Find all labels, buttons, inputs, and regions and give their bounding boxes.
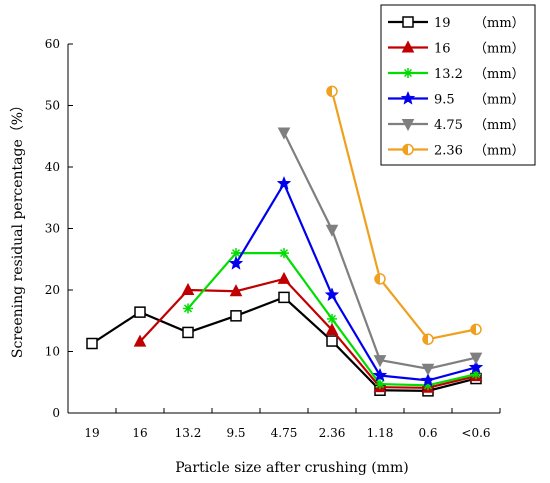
legend-label: 2.36 [434,144,463,159]
data-point [422,333,434,345]
series-line [91,296,477,392]
data-point [231,248,241,259]
data-point [373,355,387,368]
data-point [469,352,483,365]
x-tick-label: 9.5 [226,426,245,440]
legend-item: 16 （mm） [388,40,525,57]
legend-item: 9.5 （mm） [388,90,525,108]
y-tick-label: 40 [45,160,60,174]
legend-label: 13.2 [434,67,463,82]
x-axis-title: Particle size after crushing (mm) [175,460,408,476]
data-point [182,326,194,339]
data-point [183,303,193,314]
y-axis-title: Screening residual percentage（%） [10,98,26,358]
y-tick-label: 20 [45,283,60,297]
y-tick-label: 30 [45,222,60,236]
data-point [468,359,484,374]
legend-label: 19 [434,16,451,31]
data-point [229,284,243,297]
data-point [372,367,388,382]
series-layer [86,85,484,397]
x-tick-label: 19 [84,426,99,440]
x-tick-label: 4.75 [271,426,298,440]
x-tick-label: 2.36 [319,426,346,440]
y-tick-label: 0 [52,406,60,420]
legend-unit: （mm） [474,42,525,57]
series-4.75 [277,127,483,376]
series-13.2 [183,248,481,391]
data-point [324,287,340,302]
series-9.5 [228,175,484,387]
data-point [327,313,337,324]
legend-marker [401,40,415,53]
series-2.36 [326,85,482,345]
legend-label: 16 [434,42,451,57]
data-point [133,334,147,347]
data-point [276,175,292,190]
x-tick-label: 16 [132,426,147,440]
data-point [277,127,291,140]
legend-marker [400,90,416,105]
legend-marker [402,143,414,156]
data-point [375,379,385,390]
data-point [279,248,289,259]
legend-unit: （mm） [474,118,525,133]
data-point [326,335,338,347]
legend-item: 13.2 （mm） [388,67,525,82]
y-ticks: 0 10 20 30 40 50 60 [45,37,73,420]
legend-box [380,4,536,166]
x-ticks: 19 16 13.2 9.5 4.75 2.36 1.18 0.6 <0.6 [84,408,501,440]
data-point [228,255,244,270]
x-tick-label: 13.2 [175,426,202,440]
data-point [326,85,338,98]
series-line [330,91,477,341]
legend-item: 2.36 （mm） [388,144,525,159]
y-tick-label: 50 [45,99,60,113]
series-line [235,181,477,382]
data-point [230,310,242,322]
legend-marker [403,68,413,78]
data-point [374,273,386,285]
legend-label: 4.75 [434,118,463,133]
legend-unit: （mm） [474,67,525,82]
legend-item: 4.75 （mm） [388,118,525,133]
data-point [421,363,435,376]
data-point [277,271,291,284]
series-line [139,277,477,389]
y-tick-label: 60 [45,37,60,51]
data-point [470,323,482,336]
data-point [278,291,290,304]
legend: 19 （mm） 16 （mm） 13.2 （mm） 9.5 （mm） 4.75 （mm） 2.36 （… [380,4,536,166]
data-point [181,282,195,295]
legend-marker [402,16,414,28]
legend-marker [401,119,415,132]
x-tick-label: <0.6 [461,426,490,440]
data-point [420,372,436,387]
data-point [86,337,98,350]
data-point [325,322,339,335]
data-point [134,306,146,318]
y-tick-label: 10 [45,345,60,359]
legend-unit: （mm） [474,16,525,31]
legend-label: 9.5 [434,93,455,108]
data-point [325,224,339,237]
x-tick-label: 1.18 [367,426,394,440]
legend-unit: （mm） [474,93,525,108]
legend-item: 19 （mm） [388,16,525,31]
x-tick-label: 0.6 [418,426,437,440]
legend-unit: （mm） [474,144,525,159]
